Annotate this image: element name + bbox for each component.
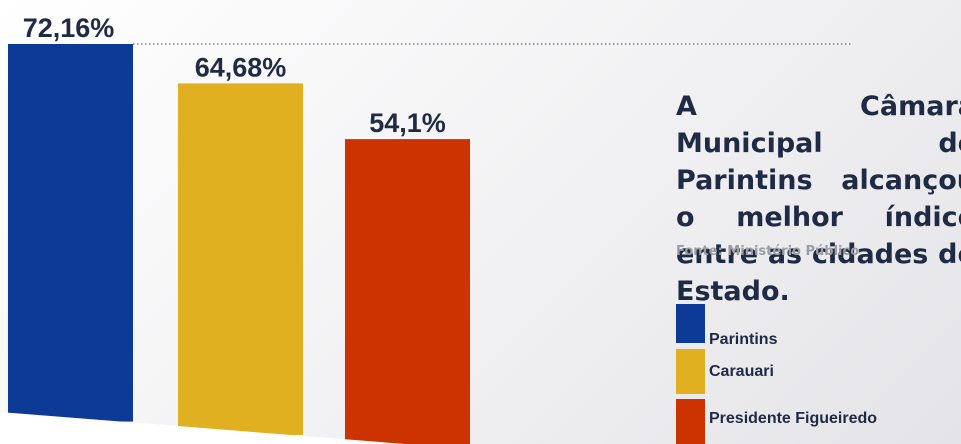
- bar-presidente-figueiredo: [345, 139, 470, 444]
- chart-floor: [0, 412, 405, 444]
- value-label-presidente-figueiredo: 54,1%: [369, 108, 446, 138]
- legend-swatch-parintins: [676, 304, 705, 343]
- bar-parintins: [8, 44, 133, 422]
- value-labels-group: 72,16% 64,68% 54,1%: [23, 13, 446, 138]
- bar-carauari: [178, 83, 303, 436]
- legend-label-carauari: Carauari: [709, 363, 774, 380]
- legend-label-presidente-figueiredo: Presidente Figueiredo: [709, 410, 878, 427]
- source-text: Fonte: Ministério Público: [676, 244, 860, 259]
- legend-swatch-presidente-figueiredo: [676, 399, 705, 444]
- bars-group: [0, 44, 470, 444]
- value-label-parintins: 72,16%: [23, 13, 115, 43]
- value-label-carauari: 64,68%: [195, 52, 287, 82]
- headline-text: A Câmara Municipal de Parintins alcançou…: [676, 91, 961, 307]
- legend-swatch-carauari: [676, 349, 705, 394]
- legend-label-parintins: Parintins: [709, 331, 778, 348]
